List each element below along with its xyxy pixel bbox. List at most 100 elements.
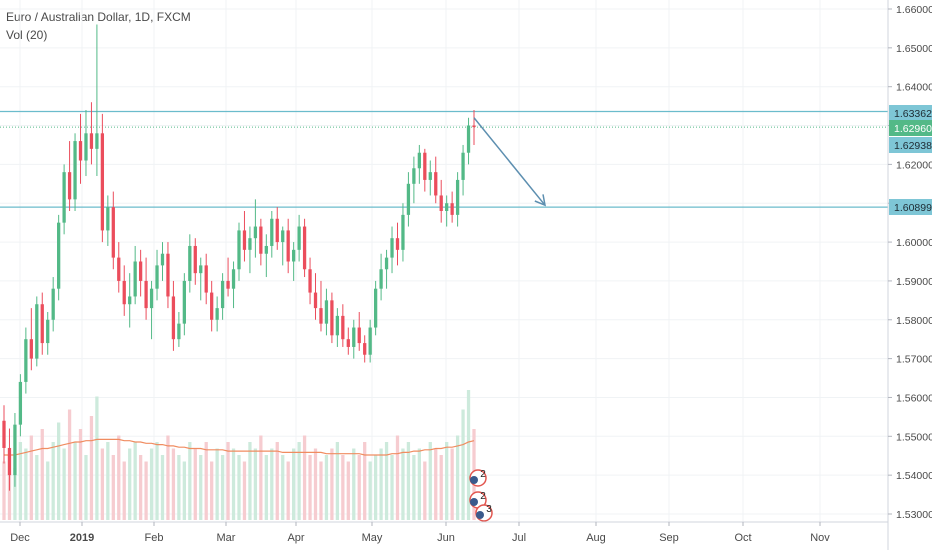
volume-bar — [89, 416, 94, 520]
level-layer[interactable] — [0, 110, 888, 208]
candle-body — [188, 245, 192, 281]
volume-bar — [335, 442, 340, 520]
flag-icon — [470, 498, 478, 506]
candle-body — [330, 300, 334, 336]
candle-body — [166, 253, 170, 297]
candle-body — [89, 133, 94, 149]
event-badge-count: 2 — [480, 469, 486, 480]
candle-body — [308, 269, 312, 293]
candle-body — [138, 261, 143, 281]
price-tick-label: 1.62000 — [896, 159, 932, 171]
volume-bar — [401, 448, 405, 520]
candle-body — [122, 280, 126, 305]
drawing-layer[interactable] — [473, 117, 546, 207]
volume-bar — [237, 455, 241, 520]
time-tick-label: Jul — [512, 532, 526, 544]
candle-body — [384, 257, 389, 270]
candle-body — [319, 308, 323, 324]
candle-body — [379, 269, 383, 289]
candle-body — [117, 257, 121, 281]
time-tick-label: Mar — [217, 532, 236, 544]
candle-body — [286, 230, 290, 262]
volume-bar — [461, 409, 465, 520]
candle-body — [29, 339, 33, 359]
candle-body — [357, 327, 361, 344]
candle-body — [220, 280, 225, 309]
time-tick-label: Sep — [659, 532, 679, 544]
trend-arrow-line — [473, 117, 546, 206]
candle-body — [73, 141, 77, 200]
candle-body — [259, 226, 263, 254]
volume-bar — [193, 448, 197, 520]
volume-bar — [313, 448, 318, 520]
candle-body — [445, 203, 449, 211]
candle-body — [57, 222, 61, 289]
volume-bar — [373, 455, 378, 520]
price-tag — [889, 105, 932, 121]
candle-body — [78, 141, 83, 161]
price-tick-label: 1.58000 — [896, 315, 932, 327]
volume-bar — [215, 448, 219, 520]
volume-bar — [133, 442, 137, 520]
price-tick-label: 1.55000 — [896, 431, 932, 443]
chart-legend: Euro / Australian Dollar, 1D, FXCM Vol (… — [6, 8, 191, 44]
candle-body — [215, 308, 219, 320]
candle-body — [292, 249, 296, 262]
volume-bar — [406, 442, 411, 520]
candle-body — [248, 238, 252, 250]
volume-bar — [292, 448, 296, 520]
volume-bar — [248, 442, 252, 520]
candle-body — [395, 238, 400, 250]
candle-body — [62, 172, 66, 223]
volume-bar — [281, 455, 285, 520]
volume-bar — [270, 448, 274, 520]
volume-bar — [182, 461, 186, 520]
price-tick-label: 1.65000 — [896, 43, 932, 55]
candle-body — [270, 218, 274, 246]
candle-body — [417, 152, 421, 169]
candle-body — [111, 207, 115, 258]
volume-bar — [40, 429, 44, 520]
price-tick-label: 1.60000 — [896, 237, 932, 249]
volume-bar — [428, 442, 432, 520]
volume-bar — [302, 435, 307, 520]
candle-body — [199, 265, 203, 274]
volume-bar — [231, 448, 236, 520]
candle-body — [155, 265, 159, 289]
volume-bar — [286, 461, 290, 520]
volume-bar — [84, 455, 88, 520]
time-tick-label: Nov — [810, 532, 830, 544]
volume-bar — [106, 442, 110, 520]
volume-bar — [78, 429, 83, 520]
candle-body — [24, 339, 28, 382]
candle-body — [106, 207, 110, 231]
time-tick-label: May — [362, 532, 383, 544]
candle-body — [231, 269, 236, 289]
volume-bar — [363, 442, 367, 520]
time-tick-label: 2019 — [70, 532, 94, 544]
candle-body — [35, 304, 39, 359]
candle-body — [302, 226, 307, 270]
candle-body — [297, 226, 301, 250]
volume-bar — [357, 455, 361, 520]
price-tag-label: 1.63362 — [894, 108, 932, 120]
candle-body — [275, 218, 279, 243]
badge-layer[interactable]: 223 — [469, 469, 493, 522]
price-tag — [889, 120, 932, 136]
volume-bar — [138, 455, 143, 520]
candle-body — [210, 292, 214, 320]
candle-body — [253, 226, 258, 239]
price-tick-label: 1.53000 — [896, 509, 932, 521]
volume-bar — [128, 448, 132, 520]
volume-bar — [275, 442, 279, 520]
volume-bar — [111, 455, 115, 520]
time-tick-label: Oct — [734, 532, 751, 544]
time-tick-label: Apr — [287, 532, 304, 544]
candle-body — [18, 381, 23, 425]
volume-bar — [166, 435, 170, 520]
volume-bar — [220, 455, 225, 520]
candle-body — [324, 300, 329, 324]
volume-bar — [95, 396, 99, 520]
